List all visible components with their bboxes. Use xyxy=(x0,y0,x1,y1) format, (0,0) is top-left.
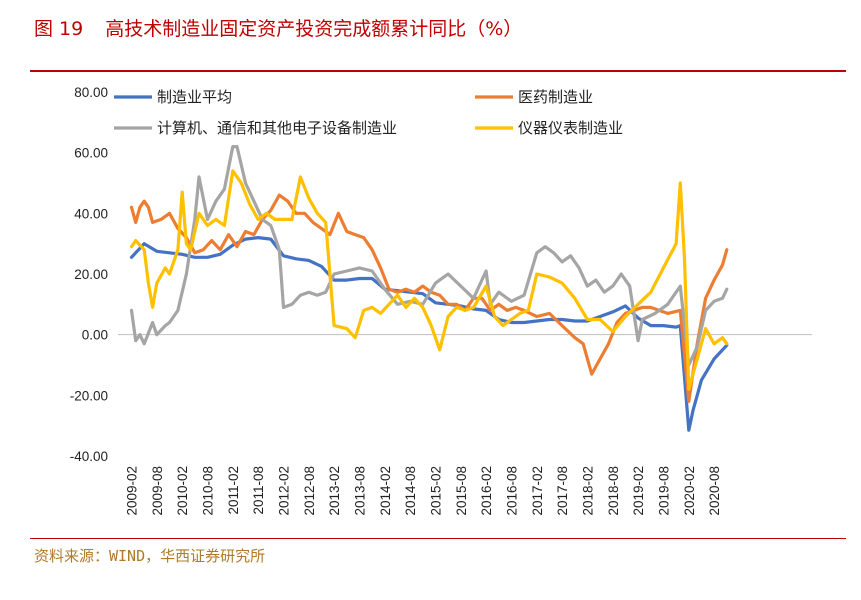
series-line-2 xyxy=(129,193,729,403)
x-tick-label: 2011-02 xyxy=(226,466,241,515)
y-tick-label: 40.00 xyxy=(74,206,108,221)
source-note: 资料来源：WIND，华西证券研究所 xyxy=(34,547,266,565)
x-tick-label: 2014-08 xyxy=(403,466,418,516)
x-tick-label: 2020-08 xyxy=(707,466,722,516)
x-tick-label: 2010-02 xyxy=(175,466,190,516)
x-tick-label: 2018-08 xyxy=(606,466,621,516)
title-rule xyxy=(30,70,846,72)
x-tick-label: 2011-08 xyxy=(251,466,266,515)
x-tick-label: 2016-08 xyxy=(504,466,519,516)
figure-title: 图 19 高技术制造业固定资产投资完成额累计同比（%） xyxy=(34,14,522,41)
y-tick-label: 0.00 xyxy=(82,328,108,343)
x-tick-label: 2017-08 xyxy=(555,466,570,516)
series-line-3 xyxy=(129,145,729,367)
x-tick-label: 2019-02 xyxy=(631,466,646,516)
legend-label-3: 计算机、通信和其他电子设备制造业 xyxy=(157,119,397,137)
y-tick-label: 20.00 xyxy=(74,267,108,282)
x-tick-label: 2019-08 xyxy=(656,466,671,516)
x-tick-label: 2018-02 xyxy=(580,466,595,516)
figure-title-text: 高技术制造业固定资产投资完成额累计同比（%） xyxy=(105,18,523,40)
x-tick-label: 2015-02 xyxy=(428,466,443,516)
x-tick-label: 2009-02 xyxy=(125,466,140,516)
y-tick-label: 80.00 xyxy=(74,85,108,100)
figure-number: 图 19 xyxy=(34,18,84,40)
x-tick-label: 2009-08 xyxy=(150,466,165,516)
y-tick-label: 60.00 xyxy=(74,146,108,161)
x-tick-label: 2013-08 xyxy=(352,466,367,516)
legend-label-2: 医药制造业 xyxy=(518,88,593,106)
source-rule xyxy=(30,538,846,539)
x-tick-label: 2020-02 xyxy=(682,466,697,516)
x-tick-label: 2012-08 xyxy=(302,466,317,516)
x-tick-label: 2015-08 xyxy=(454,466,469,516)
x-tick-label: 2016-02 xyxy=(479,466,494,516)
line-chart: 80.00 60.00 40.00 20.00 0.00 -20.00 -40.00 2009… xyxy=(70,85,812,516)
x-tick-label: 2013-02 xyxy=(327,466,342,516)
x-tick-label: 2014-02 xyxy=(378,466,393,516)
x-tick-label: 2017-02 xyxy=(530,466,545,516)
series-line-4 xyxy=(129,169,729,391)
x-tick-label: 2010-08 xyxy=(200,466,215,516)
legend-label-4: 仪器仪表制造业 xyxy=(518,119,623,137)
y-tick-label: -20.00 xyxy=(70,388,108,403)
y-tick-label: -40.00 xyxy=(70,449,108,464)
legend-label-1: 制造业平均 xyxy=(157,88,232,106)
x-tick-label: 2012-02 xyxy=(276,466,291,516)
